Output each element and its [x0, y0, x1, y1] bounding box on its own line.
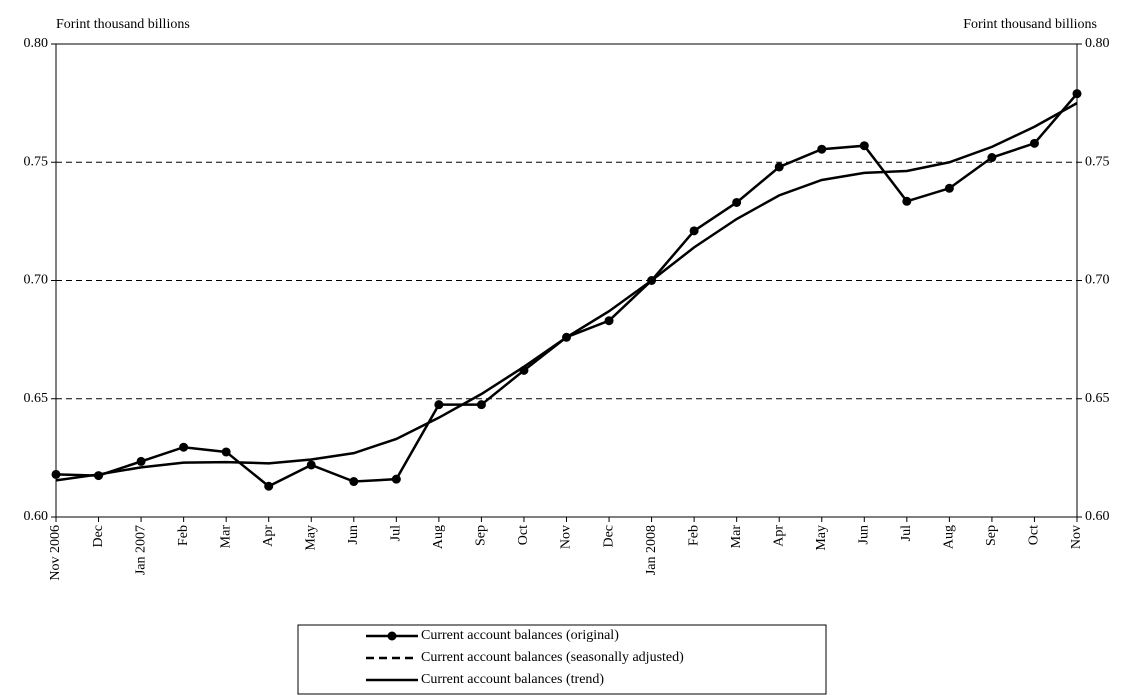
series-line: [55, 92, 1078, 488]
y2-tick-label: 0.80: [1085, 36, 1110, 51]
x-tick-label: Apr: [771, 525, 786, 547]
y-axis-label: Forint thousand billions: [56, 17, 190, 32]
x-tick-label: Mar: [218, 525, 233, 549]
x-tick-label: Jun: [346, 525, 361, 544]
data-point: [264, 481, 274, 491]
x-tick-label: May: [814, 525, 829, 551]
data-point: [817, 144, 827, 154]
data-point: [944, 183, 954, 193]
x-tick-label: Jan 2007: [133, 525, 148, 575]
y2-tick-label: 0.75: [1085, 154, 1110, 169]
x-tick-label: Oct: [516, 525, 531, 545]
data-point: [391, 474, 401, 484]
x-tick-label: Sep: [984, 525, 999, 546]
data-point: [774, 162, 784, 172]
data-point: [136, 456, 146, 466]
data-point: [689, 226, 699, 236]
x-tick-label: May: [303, 525, 318, 551]
y-tick-label: 0.65: [24, 391, 49, 406]
x-tick-label: Oct: [1027, 525, 1042, 545]
x-tick-label: Nov: [559, 525, 574, 549]
y2-tick-label: 0.60: [1085, 509, 1110, 524]
y-tick-label: 0.70: [24, 273, 49, 288]
data-point: [1029, 138, 1039, 148]
x-tick-label: Apr: [261, 525, 276, 547]
data-point: [51, 469, 61, 479]
legend-label: Current account balances (trend): [421, 672, 604, 687]
legend-label: Current account balances (seasonally adj…: [421, 650, 684, 665]
y-tick-label: 0.75: [24, 154, 49, 169]
data-point: [902, 196, 912, 206]
y-tick-label: 0.60: [24, 509, 49, 524]
x-tick-label: Sep: [474, 525, 489, 546]
data-point: [732, 197, 742, 207]
data-point: [434, 400, 444, 410]
y2-axis-label: Forint thousand billions: [963, 17, 1097, 32]
y-tick-label: 0.80: [24, 36, 49, 51]
x-tick-label: Nov 2006: [48, 525, 63, 581]
data-point: [221, 447, 231, 457]
data-point: [306, 460, 316, 470]
x-tick-label: Feb: [176, 525, 191, 546]
y2-tick-label: 0.70: [1085, 273, 1110, 288]
x-tick-label: Dec: [91, 525, 106, 548]
x-tick-label: Feb: [686, 525, 701, 546]
data-point: [859, 141, 869, 151]
y2-tick-label: 0.65: [1085, 391, 1110, 406]
x-tick-label: Nov: [1069, 525, 1084, 549]
data-point: [604, 316, 614, 326]
x-tick-label: Aug: [942, 525, 957, 549]
data-point: [1072, 89, 1082, 99]
data-point: [987, 153, 997, 163]
x-tick-label: Jun: [857, 525, 872, 544]
legend-marker: [387, 631, 397, 641]
x-tick-label: Jul: [389, 525, 404, 541]
series-line: [55, 102, 1078, 482]
data-point: [349, 477, 359, 487]
x-tick-label: Jan 2008: [644, 525, 659, 575]
data-point: [179, 442, 189, 452]
data-point: [476, 400, 486, 410]
x-tick-label: Jul: [899, 525, 914, 541]
x-tick-label: Aug: [431, 525, 446, 549]
legend-label: Current account balances (original): [421, 628, 619, 643]
x-tick-label: Dec: [601, 525, 616, 548]
x-tick-label: Mar: [729, 525, 744, 549]
